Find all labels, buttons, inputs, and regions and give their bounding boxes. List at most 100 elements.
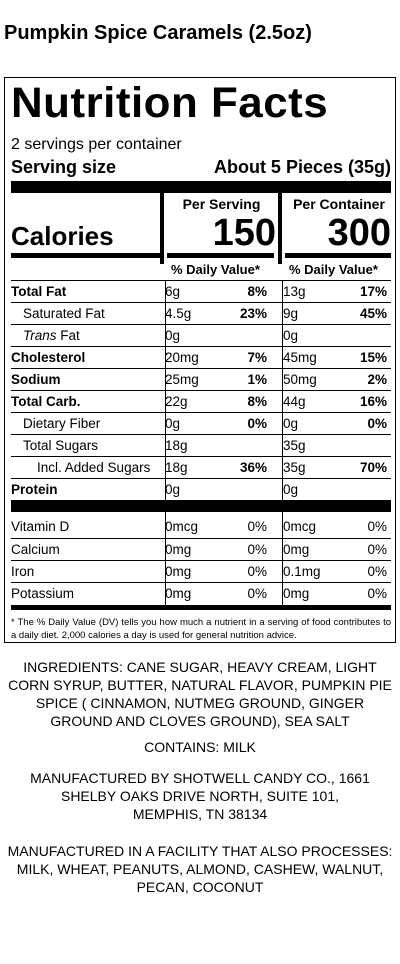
thick-divider [11,181,391,193]
amount-serving: 20mg [165,350,199,365]
vitamin-name: Iron [11,564,35,579]
nutrient-row-trans-fat: Trans Fat 0g 0g [11,324,391,346]
dv-serving: 7% [247,350,267,365]
nutrient-row-sodium: Sodium 25mg 1% 50mg 2% [11,368,391,390]
nutrient-row-added-sugars: Incl. Added Sugars 18g 36% 35g 70% [11,456,391,478]
facility-statement: MANUFACTURED IN A FACILITY THAT ALSO PRO… [7,843,393,895]
amount-serving: 18g [165,438,188,453]
amount-container: 35g [283,460,306,475]
nutrient-row-protein: Protein 0g 0g [11,478,391,500]
dv-container: 0% [367,586,387,601]
dv-header-serving: % Daily Value* [171,262,260,277]
calories-per-container: 300 [327,212,391,254]
dv-serving: 0% [247,542,267,557]
footnote-divider [11,605,391,610]
servings-per-container: 2 servings per container [11,136,182,153]
vitamin-name: Vitamin D [11,519,70,534]
amount-container: 45mg [283,350,317,365]
product-title: Pumpkin Spice Caramels (2.5oz) [4,22,312,44]
amount-serving: 0mcg [165,519,199,534]
amount-serving: 22g [165,394,188,409]
dv-container: 45% [359,306,387,321]
nutrient-name: Total Fat [11,284,67,299]
allergen-contains: CONTAINS: MILK [144,739,256,755]
calories-label: Calories [11,221,114,251]
nutrient-row-dietary-fiber: Dietary Fiber 0g 0% 0g 0% [11,412,391,434]
nutrient-name: Sodium [11,372,61,387]
amount-serving: 0mg [165,542,192,557]
amount-container: 50mg [283,372,317,387]
manufacturer-info: MANUFACTURED BY SHOTWELL CANDY CO., 1661… [30,770,370,822]
nutrient-name: Saturated Fat [23,306,105,321]
dv-container: 0% [367,564,387,579]
amount-container: 0mcg [283,519,317,534]
nutrient-name: Total Carb. [11,394,81,409]
per-container-header: Per Container [293,196,385,212]
amount-serving: 0mg [165,564,192,579]
serving-size-value: About 5 Pieces (35g) [213,157,391,177]
thick-divider [11,500,391,512]
nutrient-name: Cholesterol [11,350,86,365]
vitamin-row-d: Vitamin D 0mcg 0% 0mcg 0% [11,516,391,538]
dv-container: 0% [367,519,387,534]
nutrient-name: Dietary Fiber [23,416,101,431]
column-divider [278,193,282,264]
vitamin-row-iron: Iron 0mg 0% 0.1mg 0% [11,560,391,582]
column-divider [282,280,283,610]
vitamin-row-potassium: Potassium 0mg 0% 0mg 0% [11,582,391,604]
column-divider [165,280,166,610]
nutrition-facts-heading: Nutrition Facts [11,79,329,127]
dv-container: 0% [367,542,387,557]
dv-container: 70% [359,460,387,475]
dv-header-container: % Daily Value* [289,262,378,277]
dv-serving: 1% [247,372,267,387]
calories-divider [285,253,391,258]
amount-serving: 0mg [165,586,192,601]
dv-serving: 0% [247,416,267,431]
amount-container: 0g [283,328,299,343]
calories-divider [11,253,160,258]
amount-container: 9g [283,306,299,321]
amount-serving: 0g [165,416,181,431]
nutrient-name: Trans Fat [23,328,80,343]
amount-serving: 4.5g [165,306,192,321]
amount-serving: 18g [165,460,188,475]
nutrient-name: Incl. Added Sugars [37,460,151,475]
amount-serving: 0g [165,482,181,497]
vitamin-name: Potassium [11,586,75,601]
nutrient-row-saturated-fat: Saturated Fat 4.5g 23% 9g 45% [11,302,391,324]
amount-container: 13g [283,284,306,299]
amount-container: 0.1mg [283,564,321,579]
nutrient-row-cholesterol: Cholesterol 20mg 7% 45mg 15% [11,346,391,368]
calories-per-serving: 150 [212,212,276,254]
serving-size-label: Serving size [11,157,117,177]
nutrient-row-total-fat: Total Fat 6g 8% 13g 17% [11,280,391,302]
column-divider [160,193,164,264]
dv-serving: 8% [247,394,267,409]
dv-serving: 23% [239,306,267,321]
serving-size-row: Serving size About 5 Pieces (35g) [11,157,391,178]
dv-footnote: * The % Daily Value (DV) tells you how m… [11,617,391,641]
per-serving-header: Per Serving [182,196,261,212]
dv-container: 16% [359,394,387,409]
amount-container: 44g [283,394,306,409]
dv-serving: 0% [247,564,267,579]
amount-container: 0mg [283,542,310,557]
dv-container: 0% [367,416,387,431]
amount-serving: 25mg [165,372,199,387]
nutrition-facts-label: Nutrition Facts 2 servings per container… [4,77,396,643]
amount-serving: 6g [165,284,181,299]
amount-container: 0mg [283,586,310,601]
vitamin-name: Calcium [11,542,60,557]
amount-container: 35g [283,438,306,453]
dv-serving: 8% [247,284,267,299]
dv-serving: 0% [247,519,267,534]
amount-container: 0g [283,482,299,497]
dv-serving: 0% [247,586,267,601]
nutrient-row-total-sugars: Total Sugars 18g 35g [11,434,391,456]
dv-container: 15% [359,350,387,365]
amount-serving: 0g [165,328,181,343]
nutrient-name: Total Sugars [23,438,99,453]
dv-serving: 36% [239,460,267,475]
nutrient-row-total-carb: Total Carb. 22g 8% 44g 16% [11,390,391,412]
